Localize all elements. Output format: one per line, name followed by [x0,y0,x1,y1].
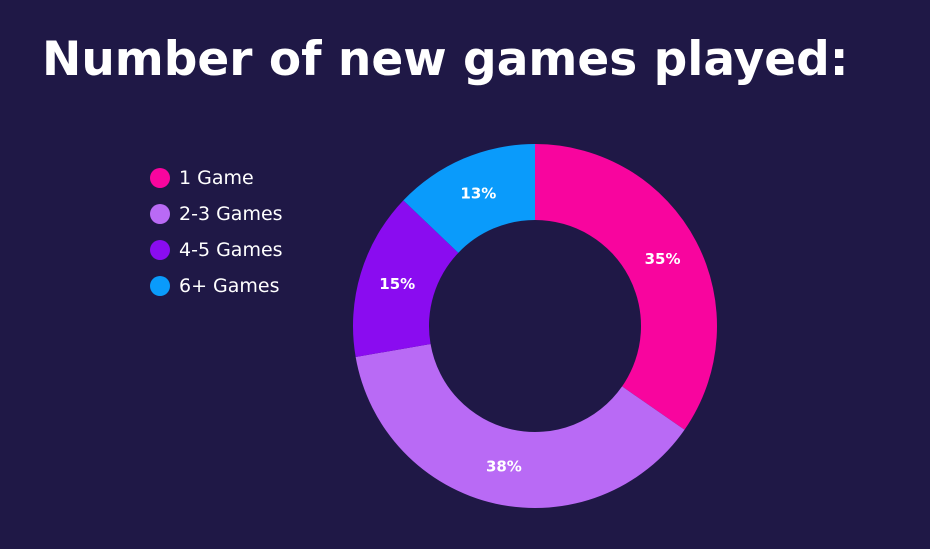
chart-title: Number of new games played: [42,32,849,87]
legend-label-1-game: 1 Game [179,167,254,189]
slice-label-2-3-games: 38% [486,458,522,476]
slice-6-plus-games[interactable] [403,144,535,253]
slice-label-1-game: 35% [645,250,681,268]
slice-label-6-plus-games: 13% [460,185,496,203]
legend-swatch-6-plus-games [150,276,170,296]
legend-swatch-1-game [150,168,170,188]
legend-label-4-5-games: 4-5 Games [179,239,283,261]
legend-label-6-plus-games: 6+ Games [179,275,280,297]
chart-legend: 1 Game 2-3 Games 4-5 Games 6+ Games [150,160,283,304]
legend-item-1-game[interactable]: 1 Game [150,160,283,196]
legend-item-2-3-games[interactable]: 2-3 Games [150,196,283,232]
legend-item-6-plus-games[interactable]: 6+ Games [150,268,283,304]
legend-swatch-2-3-games [150,204,170,224]
slice-1-game[interactable] [535,144,718,430]
slice-4-5-games[interactable] [353,200,459,357]
legend-item-4-5-games[interactable]: 4-5 Games [150,232,283,268]
slice-2-3-games[interactable] [355,344,685,509]
legend-label-2-3-games: 2-3 Games [179,203,283,225]
legend-swatch-4-5-games [150,240,170,260]
slice-label-4-5-games: 15% [379,275,415,293]
